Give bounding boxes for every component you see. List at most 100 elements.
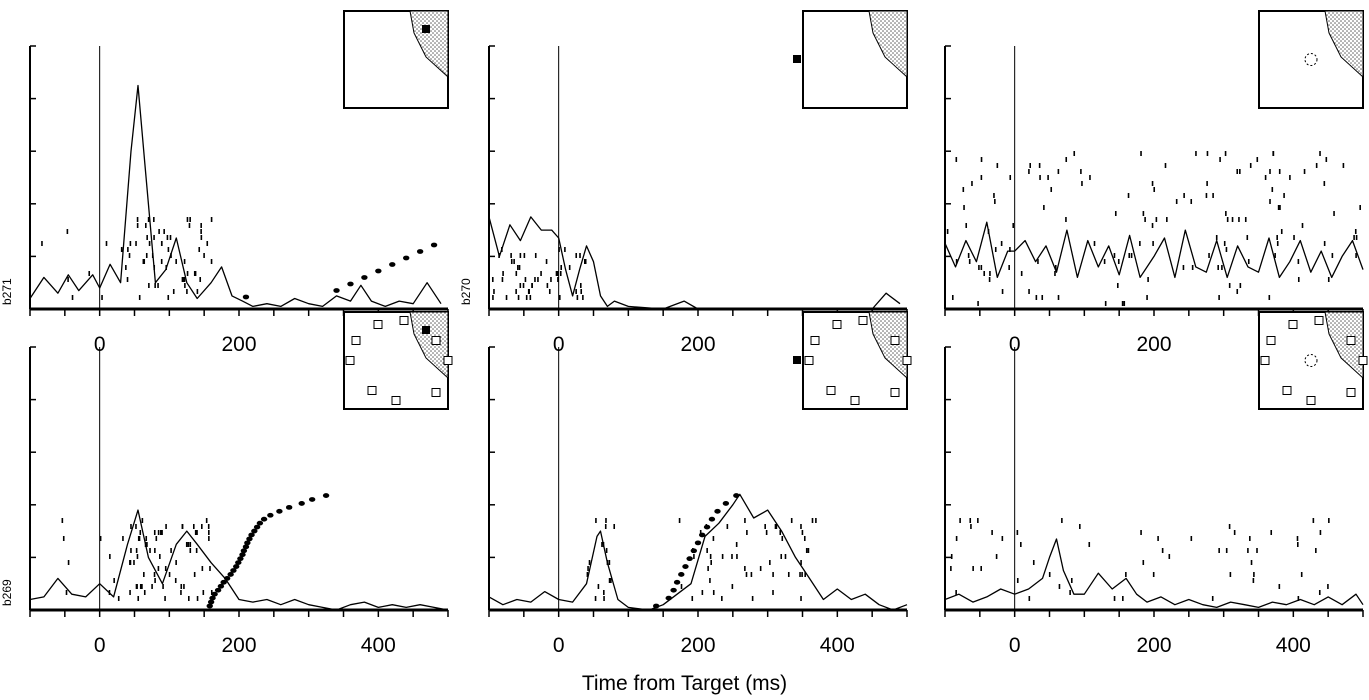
array-item-square [890, 388, 900, 397]
spike-mark [1190, 536, 1193, 541]
spike-mark [980, 175, 983, 180]
spike-mark [1142, 211, 1145, 216]
spike-mark [109, 554, 111, 559]
spike-mark [1249, 536, 1251, 541]
spike-mark [1277, 205, 1280, 210]
spike-mark [135, 524, 137, 529]
spike-mark [1238, 217, 1240, 222]
x-tick-label: 200 [680, 333, 715, 356]
spike-mark [1157, 536, 1159, 541]
spike-mark [558, 247, 560, 252]
spike-mark [143, 259, 146, 264]
spike-mark [209, 566, 211, 571]
spike-mark [963, 205, 965, 210]
spike-mark [201, 524, 203, 529]
spike-mark [1168, 554, 1171, 559]
spike-mark [595, 518, 597, 523]
stimulus-inset [1258, 10, 1364, 109]
unit-label: b269 [0, 579, 14, 606]
spike-mark [537, 277, 539, 282]
fixation-circle [1304, 53, 1318, 66]
x-tick-label: 0 [553, 333, 565, 356]
spike-mark [575, 253, 578, 258]
spike-mark [1182, 265, 1185, 270]
array-item-square [399, 316, 409, 325]
spike-mark [139, 584, 142, 589]
spike-mark [1247, 259, 1250, 264]
spike-mark [1206, 181, 1208, 186]
spike-mark [1113, 596, 1116, 601]
spike-mark [1009, 247, 1011, 252]
spike-mark [1073, 151, 1076, 156]
spike-mark [712, 536, 715, 541]
spike-mark [200, 235, 203, 240]
spike-mark [736, 554, 738, 559]
panel-6: 0 200 400 [944, 311, 1368, 657]
spike-mark [113, 578, 115, 583]
spike-mark [148, 283, 150, 288]
x-tick-label: 0 [94, 333, 106, 356]
spike-mark [772, 590, 774, 595]
spike-mark [784, 554, 787, 559]
spike-mark [145, 253, 148, 258]
spike-mark [1323, 241, 1326, 246]
spike-mark [1225, 247, 1228, 252]
spike-mark [712, 590, 715, 595]
spike-mark [522, 283, 525, 288]
spike-mark [201, 566, 204, 571]
spike-mark [1151, 223, 1154, 228]
spike-mark [1041, 295, 1044, 300]
spike-mark [967, 253, 970, 258]
spike-mark [159, 554, 161, 559]
spike-mark [1244, 217, 1247, 222]
spike-mark [1236, 289, 1239, 294]
spike-mark [1228, 283, 1231, 288]
spike-mark [1140, 151, 1142, 156]
spike-mark [1065, 157, 1068, 162]
spike-density-curve [488, 493, 908, 611]
spike-mark [185, 542, 188, 547]
spike-mark [1355, 235, 1358, 240]
spike-mark [588, 560, 591, 565]
x-tick-label: 400 [820, 634, 855, 657]
spike-mark [1236, 169, 1239, 174]
saccade-onset-marker [267, 512, 274, 518]
spike-mark [41, 241, 43, 246]
spike-mark [126, 277, 129, 282]
spike-mark [584, 259, 586, 264]
spike-mark [803, 536, 806, 541]
spike-mark [105, 241, 108, 246]
x-tick-label: 200 [1136, 333, 1171, 356]
x-tick-label: 200 [221, 634, 256, 657]
spike-mark [187, 542, 190, 547]
saccade-onset-marker [211, 591, 218, 597]
spike-mark [955, 536, 958, 541]
spike-mark [67, 560, 70, 565]
spike-mark [1342, 163, 1345, 168]
spike-mark [691, 596, 694, 601]
spike-mark [1114, 211, 1117, 216]
spike-mark [764, 524, 766, 529]
x-tick-label: 200 [1136, 634, 1171, 657]
spike-mark [1089, 175, 1091, 180]
target-stimulus-square [422, 25, 430, 33]
spike-mark [1218, 295, 1220, 300]
saccade-onset-marker [248, 532, 255, 538]
spike-mark [153, 530, 156, 535]
array-item-square [351, 336, 361, 345]
spike-mark [1057, 295, 1060, 300]
spike-mark [493, 289, 495, 294]
spike-mark [1300, 572, 1303, 577]
spike-mark [168, 572, 171, 577]
spike-mark [1127, 193, 1130, 198]
spike-mark [800, 596, 802, 601]
spike-mark [765, 530, 768, 535]
saccade-onset-marker [206, 603, 213, 609]
array-item-square [1358, 356, 1368, 365]
spike-density-curve [944, 221, 1364, 279]
spike-mark [147, 217, 150, 222]
spike-mark [1103, 259, 1106, 264]
spike-mark [1217, 265, 1219, 270]
spike-mark [153, 235, 155, 240]
